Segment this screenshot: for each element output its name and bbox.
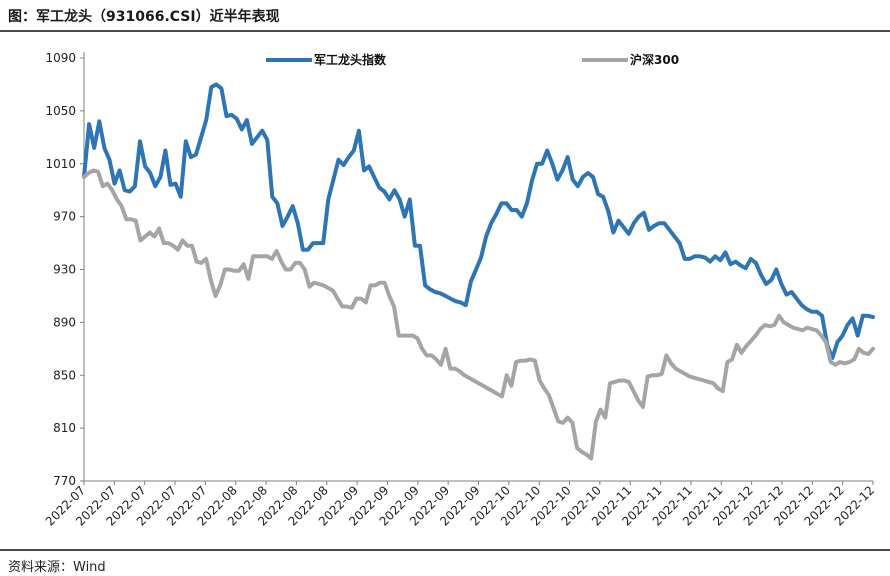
chart-series <box>82 82 875 461</box>
y-tick-label: 810 <box>53 421 76 435</box>
y-axis-ticks: 770 810 850 890 930 970 1010 1050 1090 <box>45 51 84 488</box>
series-line-1 <box>82 82 875 361</box>
legend-label-1: 军工龙头指数 <box>314 52 387 67</box>
y-tick-label: 1010 <box>45 157 76 171</box>
y-tick-label: 890 <box>53 315 76 329</box>
x-axis-ticks: 2022-072022-072022-072022-072022-072022-… <box>43 481 877 529</box>
page-title: 图：军工龙头（931066.CSI）近半年表现 <box>8 9 280 25</box>
source-note: 资料来源：Wind <box>8 560 106 575</box>
y-tick-label: 930 <box>53 263 76 277</box>
y-tick-label: 850 <box>53 368 76 382</box>
bottom-divider <box>0 549 890 551</box>
series-line-2 <box>82 168 875 461</box>
top-divider <box>0 30 890 32</box>
y-tick-label: 1090 <box>45 51 76 65</box>
y-tick-label: 970 <box>53 210 76 224</box>
y-tick-label: 770 <box>53 474 76 488</box>
y-tick-label: 1050 <box>45 104 76 118</box>
chart-legend: 军工龙头指数 沪深300 <box>266 52 679 67</box>
legend-label-2: 沪深300 <box>630 52 679 67</box>
